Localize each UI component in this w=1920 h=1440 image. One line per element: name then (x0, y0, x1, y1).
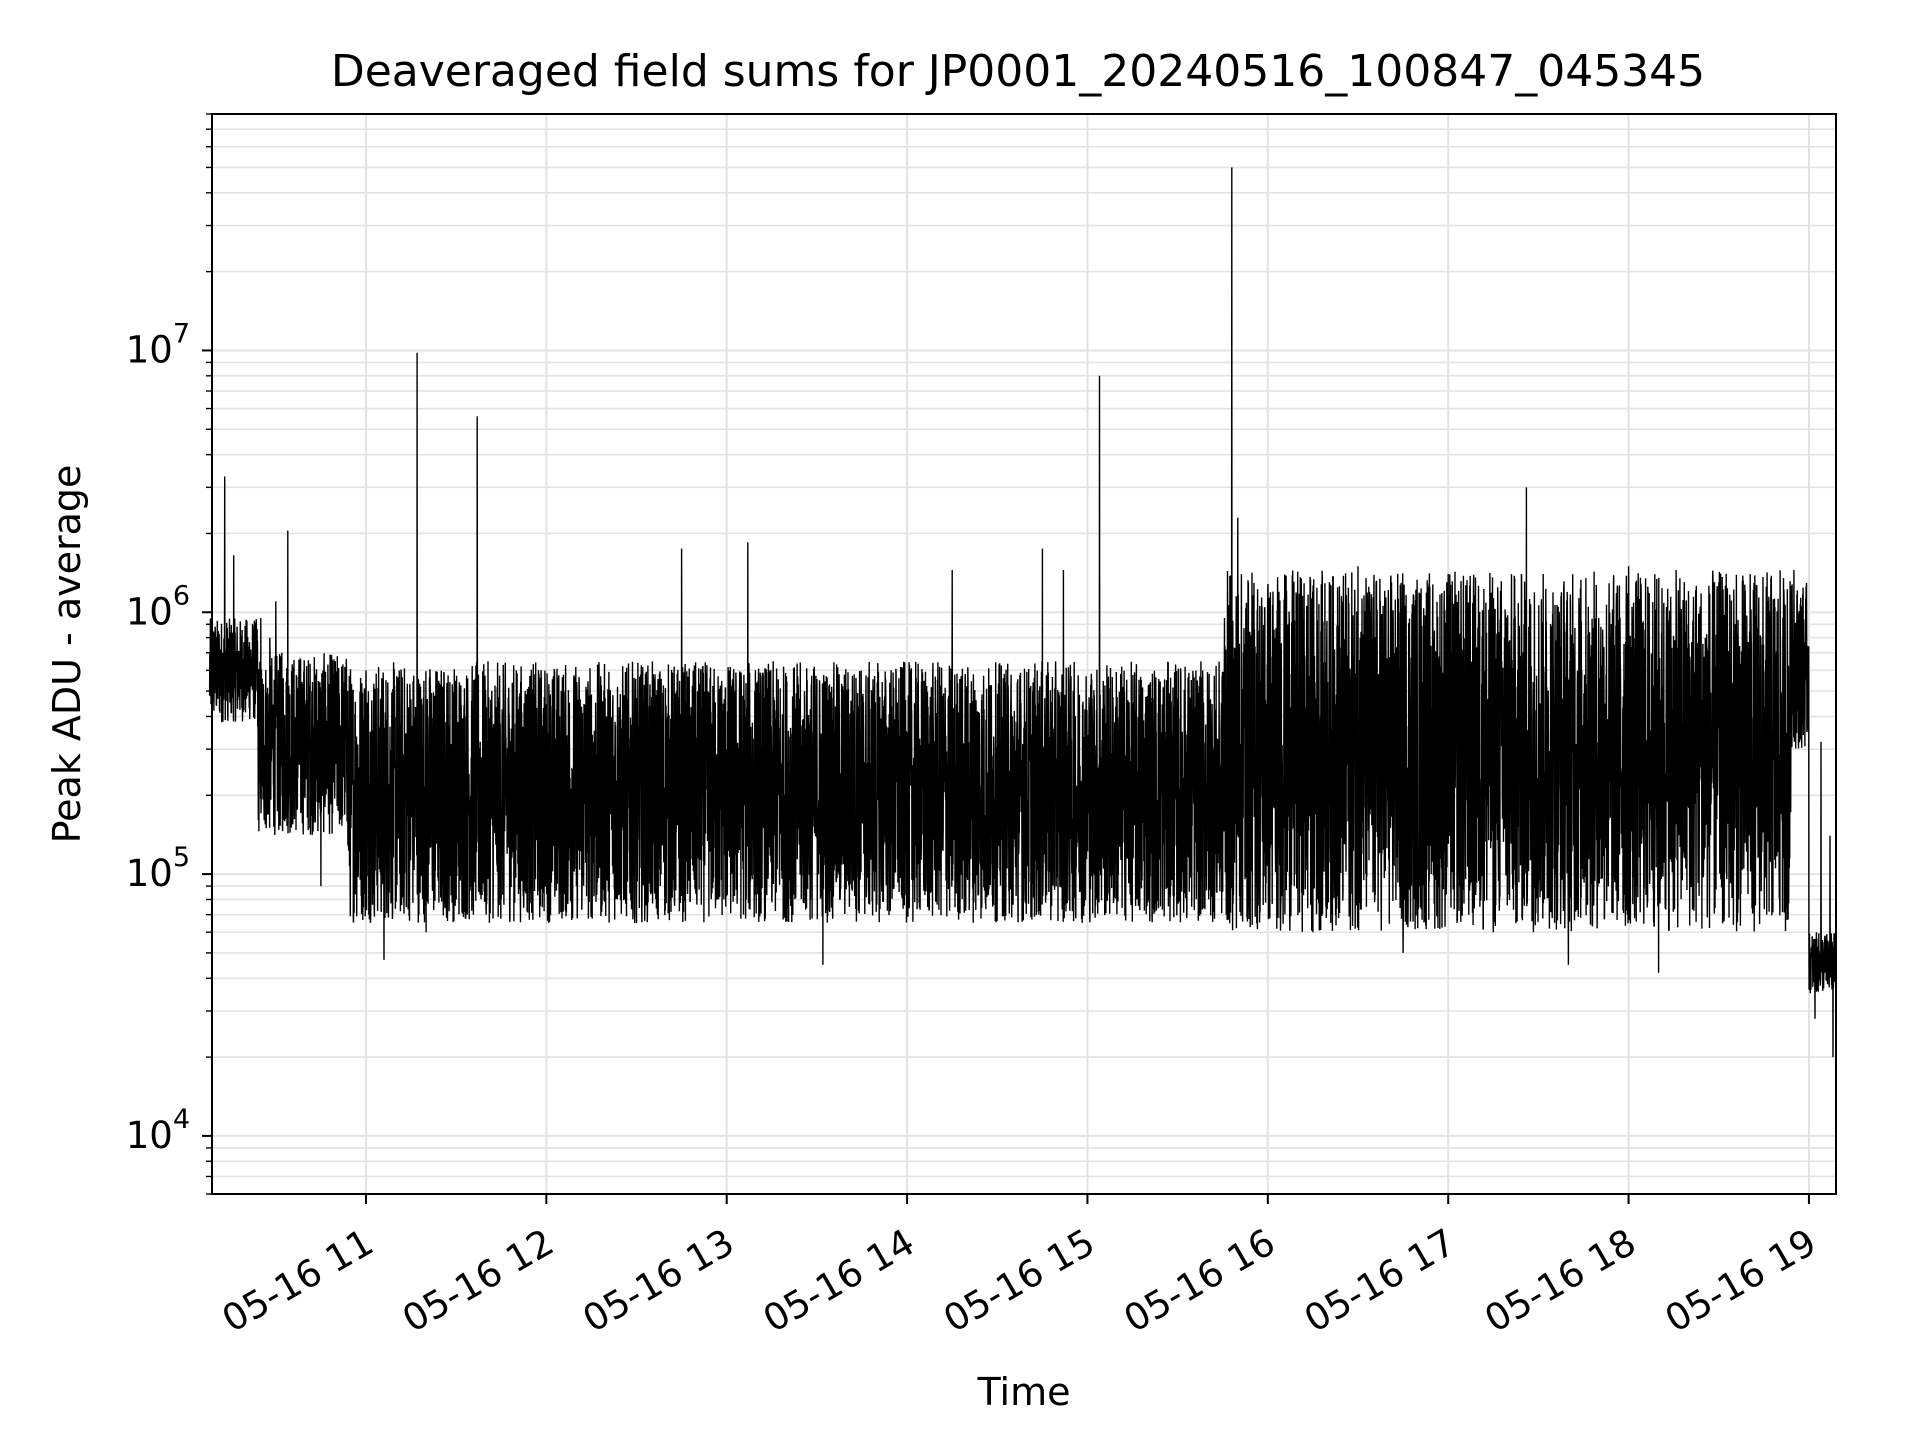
x-tick-label: 05-16 15 (936, 1221, 1102, 1341)
y-tick-label: 107 (126, 318, 190, 371)
x-tick-label: 05-16 17 (1297, 1221, 1463, 1341)
y-axis-label: Peak ADU - average (45, 465, 89, 844)
x-tick-label: 05-16 14 (756, 1221, 922, 1341)
y-tick-label: 106 (126, 580, 190, 633)
y-axis-ticks: 104 105 106 107 (126, 113, 212, 1195)
series-line (208, 167, 1837, 1162)
y-tick-label: 104 (126, 1104, 190, 1157)
x-tick-label: 05-16 11 (215, 1221, 381, 1341)
x-tick-label: 05-16 16 (1117, 1221, 1283, 1341)
chart-title: Deaveraged field sums for JP0001_2024051… (331, 46, 1705, 97)
x-tick-label: 05-16 18 (1478, 1221, 1644, 1341)
x-tick-label: 05-16 13 (576, 1221, 742, 1341)
x-axis-ticks: 05-16 11 05-16 12 05-16 13 05-16 14 05-16 15… (215, 1194, 1824, 1341)
x-tick-label: 05-16 12 (395, 1221, 561, 1341)
y-tick-label: 105 (126, 842, 190, 895)
x-tick-label: 05-16 19 (1658, 1221, 1824, 1341)
x-axis-label: Time (977, 1370, 1071, 1414)
plot-area-frame (211, 113, 1837, 1195)
